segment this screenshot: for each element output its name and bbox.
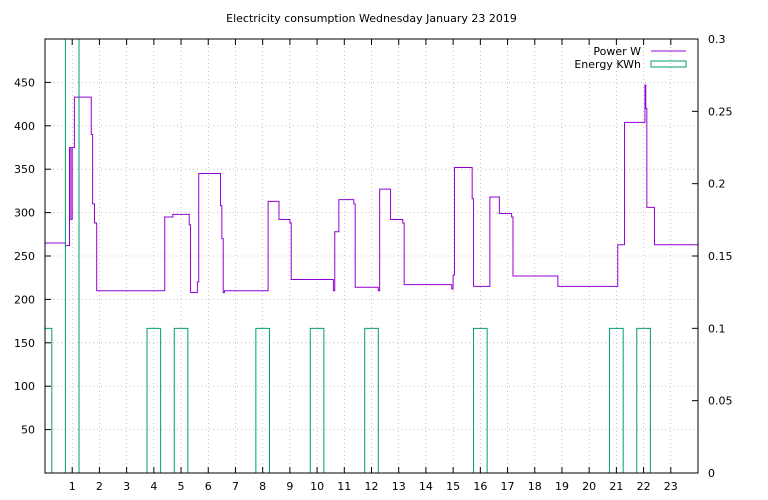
x-tick-label: 22 (637, 480, 651, 493)
x-tick-label: 16 (473, 480, 487, 493)
y-tick-label: 200 (14, 293, 35, 306)
y2-tick-label: 0.05 (708, 395, 733, 408)
y-tick-label: 50 (21, 424, 35, 437)
y2-tick-label: 0.25 (708, 105, 733, 118)
y2-tick-label: 0 (708, 467, 715, 480)
x-tick-label: 5 (178, 480, 185, 493)
y-tick-label: 450 (14, 76, 35, 89)
x-tick-label: 1 (69, 480, 76, 493)
y-tick-label: 350 (14, 163, 35, 176)
series-energy-steps (45, 39, 651, 473)
x-tick-label: 7 (232, 480, 239, 493)
y2-tick-label: 0.3 (708, 33, 726, 46)
x-tick-label: 19 (555, 480, 569, 493)
x-tick-label: 11 (337, 480, 351, 493)
chart-title: Electricity consumption Wednesday Januar… (226, 12, 517, 25)
x-tick-label: 10 (310, 480, 324, 493)
x-tick-label: 6 (205, 480, 212, 493)
x-tick-label: 18 (528, 480, 542, 493)
y-tick-label: 150 (14, 337, 35, 350)
x-tick-label: 12 (365, 480, 379, 493)
x-tick-label: 17 (501, 480, 515, 493)
x-tick-label: 13 (392, 480, 406, 493)
x-tick-label: 9 (286, 480, 293, 493)
y2-tick-label: 0.2 (708, 178, 726, 191)
x-tick-label: 4 (150, 480, 157, 493)
y2-tick-label: 0.1 (708, 322, 726, 335)
y-tick-label: 300 (14, 207, 35, 220)
ticks: 1 2 3 4 5 6 7 8 9 10 11 12 13 14 15 16 17 18 19 20 21 22 23501… (14, 33, 733, 493)
y-tick-label: 250 (14, 250, 35, 263)
y2-tick-label: 0.15 (708, 250, 733, 263)
x-tick-label: 8 (259, 480, 266, 493)
x-tick-label: 15 (446, 480, 460, 493)
x-tick-label: 3 (123, 480, 130, 493)
legend-swatch-energy (650, 60, 687, 68)
y-tick-label: 400 (14, 120, 35, 133)
grid (45, 39, 698, 473)
x-tick-label: 14 (419, 480, 433, 493)
legend-label-energy: Energy KWh (574, 58, 641, 71)
x-tick-label: 2 (96, 480, 103, 493)
series-layer (45, 39, 698, 473)
x-tick-label: 21 (609, 480, 623, 493)
series-power-line (45, 84, 698, 293)
x-tick-label: 23 (664, 480, 678, 493)
y-tick-label: 100 (14, 380, 35, 393)
legend-label-power: Power W (593, 45, 641, 58)
x-tick-label: 20 (582, 480, 596, 493)
